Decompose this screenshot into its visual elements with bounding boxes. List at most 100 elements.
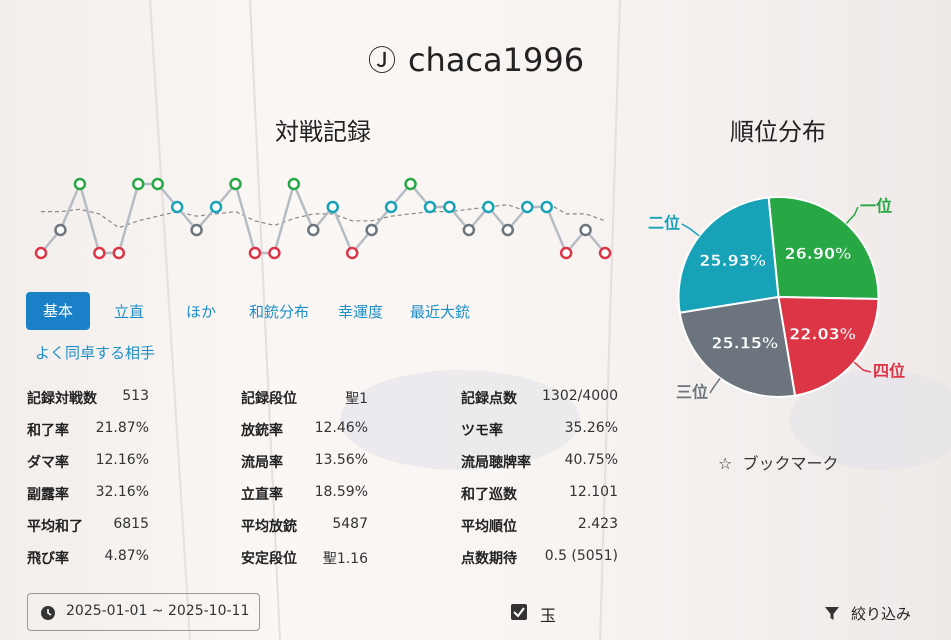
rank-point [170,200,184,214]
rank-point [93,246,106,260]
slice-value-label: 22.03% [789,324,856,343]
rank-point [443,200,456,214]
record-title: 対戦記録 [275,118,371,146]
rank-point [112,246,126,260]
tab[interactable]: 最近大銃 [410,303,471,321]
leader-line [853,361,872,373]
checkbox[interactable] [510,603,528,621]
stat-label: 流局聴牌率 [461,455,531,471]
stat-value: 18.59% [314,484,368,500]
stat-label: 立直率 [241,487,283,503]
stat-label: 平均和了 [27,519,83,535]
rank-point [598,246,612,260]
stat-value: 32.16% [95,484,149,500]
rank-point [54,223,67,237]
stat-value: 4.87% [104,548,149,564]
rank-point [326,200,339,214]
stat-value: 2.423 [577,516,618,532]
slice-value-label: 26.90% [785,244,852,263]
stat-label: 平均放銃 [241,519,297,535]
stat-label: 和了巡数 [461,487,517,503]
rank-point [559,246,573,260]
stat-value: 13.56% [314,452,368,468]
slice-value-label: 25.15% [711,334,778,353]
stat-label: 流局率 [241,455,283,471]
leader-line [845,206,859,225]
pie-slice [678,295,797,398]
rank-point [268,246,281,260]
pie-slice [777,295,880,397]
slice-value-label: 25.93% [699,251,766,270]
filter[interactable]: 絞り込み [851,605,912,623]
stat-label: ツモ率 [461,423,503,439]
stat-label: 放銃率 [241,423,283,439]
rank-point [384,200,398,214]
clock-icon [41,606,55,620]
stat-label: 記録対戦数 [27,391,97,407]
slice-category-label: 四位 [873,362,905,381]
stat-value: 0.5 (5051) [544,548,618,564]
stat-label: 飛び率 [27,551,69,567]
stat-value: 12.101 [569,484,618,500]
stat-label: ダマ率 [27,455,69,471]
stat-value: 聖1 [345,391,368,407]
rank-point [229,177,242,191]
tab[interactable]: よく同卓する相手 [35,344,156,362]
checkbox-label: 玉 [540,606,557,625]
rank-point [190,223,203,237]
stat-value: 5487 [332,516,368,532]
date-range: 2025-01-01 ~ 2025-10-11 [66,603,250,619]
rank-point [132,177,145,191]
title: chaca1996 [408,41,584,79]
rank-point [482,200,495,214]
rank-point [307,223,320,237]
leader-line [681,223,700,237]
rank-point [540,200,553,214]
stat-value: 513 [122,388,149,404]
bookmark-label: ブックマーク [742,454,839,473]
rank-point [34,246,48,260]
stat-label: 和了率 [27,423,69,439]
stat-label: 副露率 [27,487,69,503]
stat-label: 平均順位 [461,519,517,535]
rank-line [40,180,607,256]
badge: Ⓙ [368,44,396,77]
tab[interactable]: 和銃分布 [249,303,310,321]
pie-title: 順位分布 [730,118,826,146]
tab[interactable]: 立直 [114,303,145,321]
slice-category-label: 二位 [648,214,680,233]
slice-category-label: 三位 [676,383,708,402]
tab[interactable]: 基本 [26,292,90,330]
rank-point [365,223,378,237]
tab[interactable]: ほか [186,303,217,321]
stat-label: 記録点数 [461,391,517,407]
stat-value: 1302/4000 [542,388,618,404]
bookmark-icon: ☆ [718,454,733,473]
pie-slice [767,196,880,300]
leader-line [709,377,721,394]
slice-category-label: 一位 [860,197,892,216]
stat-value: 12.16% [95,452,149,468]
stat-label: 安定段位 [241,551,297,567]
moving-average [41,201,606,229]
rank-point [521,200,534,214]
bookmark[interactable]: ☆ ブックマーク [718,450,839,474]
rank-point [151,177,164,191]
rank-point [248,246,262,260]
filter-icon [825,607,839,620]
rank-point [579,223,592,237]
date-range-button[interactable]: 2025-01-01 ~ 2025-10-11 [27,593,260,631]
tab[interactable]: 幸運度 [338,303,384,321]
stat-label: 点数期待 [461,551,517,567]
rank-point [423,200,437,214]
stat-value: 12.46% [314,420,368,436]
stat-value: 6815 [113,516,149,532]
rank-point [287,177,301,191]
rank-point [345,246,359,260]
rank-point [404,177,417,191]
stat-value: 35.26% [564,420,618,436]
rank-point [209,200,223,214]
